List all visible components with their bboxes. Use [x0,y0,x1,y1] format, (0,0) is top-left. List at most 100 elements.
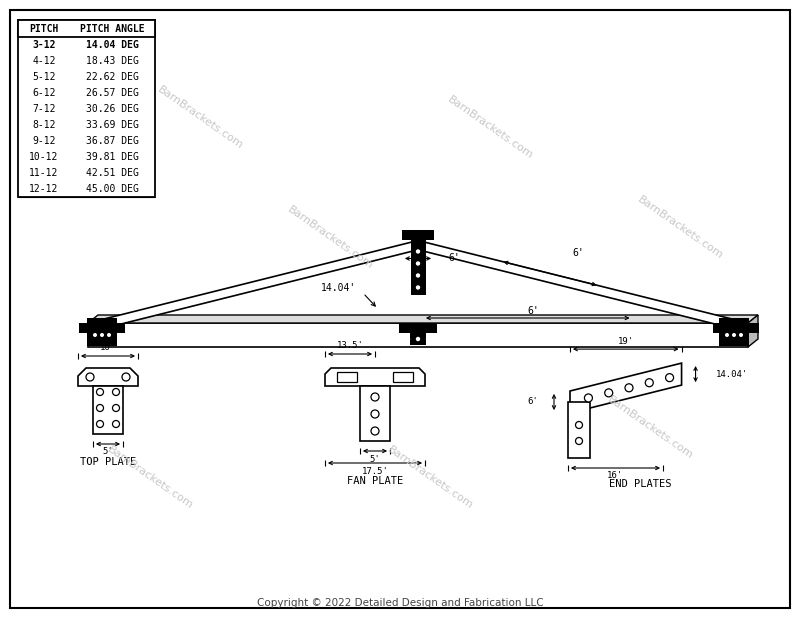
Polygon shape [88,315,758,323]
Circle shape [113,389,119,396]
Circle shape [739,333,743,337]
Circle shape [725,333,729,337]
Text: 8-12: 8-12 [32,120,56,130]
Text: END PLATES: END PLATES [609,479,671,489]
Text: BarnBrackets.com: BarnBrackets.com [606,395,694,461]
Bar [360,386,390,441]
Text: 12-12: 12-12 [30,184,58,194]
Text: PITCH ANGLE: PITCH ANGLE [80,23,145,33]
Circle shape [93,333,97,337]
Text: 42.51 DEG: 42.51 DEG [86,168,139,178]
Circle shape [371,427,379,435]
Circle shape [575,421,582,428]
Text: 9-12: 9-12 [32,136,56,146]
Text: 7-12: 7-12 [32,104,56,114]
Text: 33.69 DEG: 33.69 DEG [86,120,139,130]
Circle shape [86,373,94,381]
Text: 5-12: 5-12 [32,72,56,82]
Text: BarnBrackets.com: BarnBrackets.com [155,85,245,151]
Circle shape [113,420,119,428]
Text: 5': 5' [370,454,380,464]
Circle shape [97,389,103,396]
Polygon shape [416,240,748,332]
Circle shape [416,273,420,277]
Text: PITCH: PITCH [30,23,58,33]
Circle shape [107,333,111,337]
Text: 14.04': 14.04' [715,370,748,379]
Text: 30.26 DEG: 30.26 DEG [86,104,139,114]
Bar [93,386,123,434]
Circle shape [426,337,430,341]
Circle shape [585,394,593,402]
Text: 6': 6' [448,253,460,263]
Circle shape [113,405,119,412]
Text: 10-12: 10-12 [30,152,58,162]
Text: 19': 19' [618,337,634,345]
Text: 4-12: 4-12 [32,56,56,66]
Bar [568,402,590,458]
Bar [402,231,434,240]
Circle shape [625,384,633,392]
Text: 14.04 DEG: 14.04 DEG [86,40,139,50]
Polygon shape [325,368,425,386]
Circle shape [97,405,103,412]
Circle shape [416,286,420,290]
Bar [337,372,357,382]
Text: 6': 6' [572,248,584,258]
Bar [719,318,749,346]
Bar [399,323,437,333]
Circle shape [122,373,130,381]
Circle shape [732,333,736,337]
Text: 6-12: 6-12 [32,88,56,98]
Circle shape [416,337,420,341]
Text: 5': 5' [102,447,114,457]
Circle shape [97,420,103,428]
Circle shape [605,389,613,397]
Bar [87,318,117,346]
Polygon shape [570,363,682,413]
Text: BarnBrackets.com: BarnBrackets.com [106,445,194,511]
Bar [88,323,748,347]
Bar [410,331,426,345]
Text: 6': 6' [527,397,538,407]
Text: BarnBrackets.com: BarnBrackets.com [635,195,725,261]
Bar [18,20,155,197]
Polygon shape [88,240,420,332]
Text: 22.62 DEG: 22.62 DEG [86,72,139,82]
Circle shape [371,393,379,401]
Circle shape [575,438,582,444]
Text: Copyright © 2022 Detailed Design and Fabrication LLC: Copyright © 2022 Detailed Design and Fab… [257,598,543,608]
Text: 16': 16' [607,472,623,481]
Circle shape [666,374,674,382]
Text: 17.5': 17.5' [362,467,389,475]
Circle shape [371,410,379,418]
Text: 6': 6' [528,306,539,316]
Circle shape [416,261,420,266]
Text: 26.57 DEG: 26.57 DEG [86,88,139,98]
Circle shape [100,333,104,337]
Text: TOP PLATE: TOP PLATE [80,457,136,467]
Text: 11-12: 11-12 [30,168,58,178]
Text: BarnBrackets.com: BarnBrackets.com [286,205,374,271]
Bar [393,372,413,382]
Text: FAN PLATE: FAN PLATE [347,476,403,486]
Text: 13.5': 13.5' [337,342,363,350]
Text: 18.43 DEG: 18.43 DEG [86,56,139,66]
Polygon shape [78,368,138,386]
Bar [18,20,155,37]
Text: 36.87 DEG: 36.87 DEG [86,136,139,146]
Text: 3-12: 3-12 [32,40,56,50]
Text: BarnBrackets.com: BarnBrackets.com [446,95,534,161]
Circle shape [646,379,654,387]
Text: 14.04': 14.04' [320,283,356,293]
Text: 39.81 DEG: 39.81 DEG [86,152,139,162]
Bar [79,323,125,333]
Circle shape [406,337,410,341]
Bar [410,231,426,295]
Bar [713,323,759,333]
Polygon shape [748,315,758,347]
Circle shape [416,249,420,253]
Text: 10': 10' [100,344,116,352]
Text: BarnBrackets.com: BarnBrackets.com [386,445,474,511]
Text: 45.00 DEG: 45.00 DEG [86,184,139,194]
